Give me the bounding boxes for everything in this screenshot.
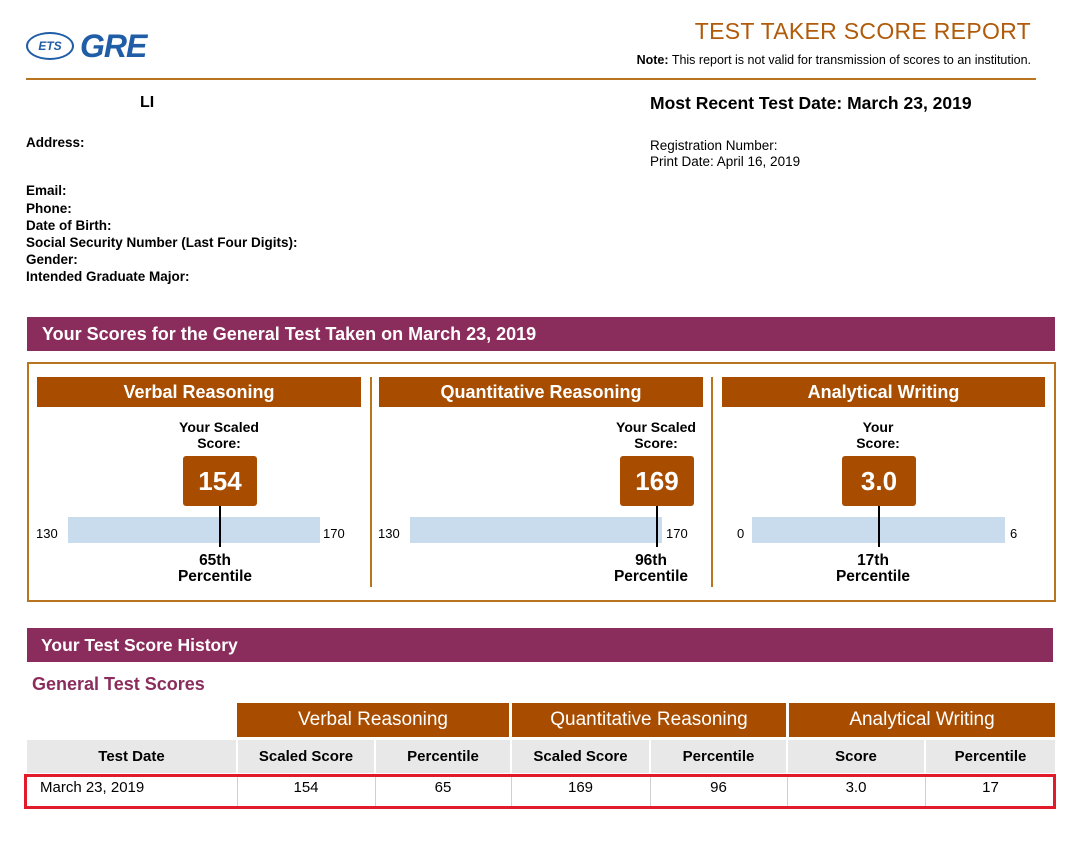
verbal-min-label: 130: [36, 526, 58, 541]
verbal-score-marker: [219, 506, 221, 547]
verbal-panel-heading: Verbal Reasoning: [37, 377, 361, 407]
history-group-verbal: Verbal Reasoning: [237, 703, 509, 737]
quant-min-label: 130: [378, 526, 400, 541]
header-divider: [26, 78, 1036, 80]
panel-divider: [711, 377, 713, 587]
writing-score-box: 3.0: [842, 456, 916, 506]
writing-min-label: 0: [737, 526, 745, 541]
verbal-percentile: 65th Percentile: [145, 553, 285, 585]
phone-label: Phone:: [26, 201, 72, 216]
score-label-line1: Your Scaled: [179, 419, 259, 435]
verbal-max-label: 170: [323, 526, 345, 541]
table-cell-divider: [375, 774, 376, 806]
email-label: Email:: [26, 183, 67, 198]
quant-percentile: 96th Percentile: [581, 553, 721, 585]
table-row: March 23, 2019 154 65 169 96 3.0 17: [27, 772, 1055, 804]
general-test-scores-heading: General Test Scores: [32, 674, 205, 694]
writing-percentile: 17th Percentile: [803, 553, 943, 585]
gender-label: Gender:: [26, 252, 78, 267]
note-text: This report is not valid for transmissio…: [671, 53, 1031, 67]
quant-score-label: Your Scaled Score:: [596, 419, 716, 451]
row-writing-score: 3.0: [845, 778, 867, 796]
row-writing-percentile: 17: [982, 778, 999, 796]
writing-max-label: 6: [1010, 526, 1018, 541]
report-note: Note: This report is not valid for trans…: [637, 53, 1031, 67]
scores-panel-container: [27, 362, 1056, 602]
dob-label: Date of Birth:: [26, 218, 112, 233]
table-cell-divider: [787, 774, 788, 806]
gre-wordmark: GRE: [80, 27, 147, 64]
score-label-line2: Score:: [634, 435, 678, 451]
score-label-line2: Score:: [197, 435, 241, 451]
percentile-value: 17th: [857, 552, 889, 569]
most-recent-test-date: Most Recent Test Date: March 23, 2019: [650, 93, 972, 113]
ssn-label: Social Security Number (Last Four Digits…: [26, 235, 298, 250]
verbal-score-box: 154: [183, 456, 257, 506]
column-header-writing-score: Score: [788, 740, 924, 773]
address-label: Address:: [26, 135, 85, 150]
percentile-value: 96th: [635, 552, 667, 569]
quant-max-label: 170: [666, 526, 688, 541]
scores-section-title: Your Scores for the General Test Taken o…: [27, 317, 1055, 351]
history-section-title: Your Test Score History: [27, 628, 1053, 662]
row-quant-scaled: 169: [567, 778, 594, 796]
column-header-quant-scaled: Scaled Score: [512, 740, 649, 773]
verbal-score-label: Your Scaled Score:: [159, 419, 279, 451]
history-group-writing: Analytical Writing: [789, 703, 1055, 737]
test-taker-name: LI: [140, 94, 155, 111]
writing-score-label: Your Score:: [818, 419, 938, 451]
column-header-quant-percentile: Percentile: [651, 740, 786, 773]
print-date: Print Date: April 16, 2019: [650, 154, 801, 169]
major-label: Intended Graduate Major:: [26, 269, 190, 284]
quant-score-bar: [410, 517, 662, 543]
score-label-line1: Your Scaled: [616, 419, 696, 435]
panel-divider: [370, 377, 372, 587]
note-label: Note:: [636, 53, 669, 67]
row-verbal-scaled: 154: [293, 778, 319, 796]
quant-panel-heading: Quantitative Reasoning: [379, 377, 703, 407]
percentile-word: Percentile: [177, 568, 253, 585]
quant-score-box: 169: [620, 456, 694, 506]
column-header-verbal-scaled: Scaled Score: [238, 740, 374, 773]
percentile-word: Percentile: [835, 568, 911, 585]
row-highlight-box: [24, 774, 1056, 809]
score-label-line1: Your: [862, 419, 894, 435]
registration-number-label: Registration Number:: [650, 138, 778, 153]
ets-logo-icon: ETS: [26, 32, 74, 60]
score-label-line2: Score:: [856, 435, 900, 451]
writing-panel-heading: Analytical Writing: [722, 377, 1045, 407]
table-cell-divider: [650, 774, 651, 806]
verbal-score-bar: [68, 517, 320, 543]
row-test-date: March 23, 2019: [40, 778, 145, 796]
column-header-verbal-percentile: Percentile: [376, 740, 510, 773]
percentile-word: Percentile: [613, 568, 689, 585]
table-cell-divider: [511, 774, 512, 806]
row-quant-percentile: 96: [710, 778, 727, 796]
history-group-quant: Quantitative Reasoning: [512, 703, 786, 737]
quant-score-marker: [656, 506, 658, 547]
percentile-value: 65th: [199, 552, 231, 569]
row-verbal-percentile: 65: [434, 778, 452, 796]
column-header-writing-percentile: Percentile: [926, 740, 1055, 773]
column-header-test-date: Test Date: [27, 740, 236, 773]
writing-score-marker: [878, 506, 880, 547]
gre-logo: ETS GRE: [26, 26, 147, 66]
table-cell-divider: [237, 774, 238, 806]
table-cell-divider: [925, 774, 926, 806]
registration-info: Registration Number: Print Date: April 1…: [650, 138, 800, 170]
report-title: TEST TAKER SCORE REPORT: [694, 18, 1031, 44]
